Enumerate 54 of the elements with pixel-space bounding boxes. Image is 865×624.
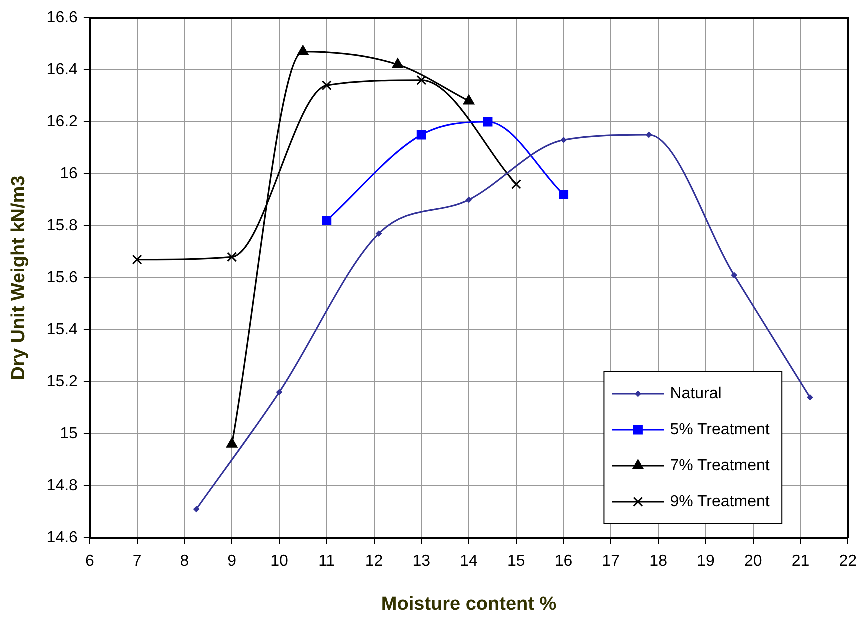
point — [132, 254, 142, 265]
y-tick-label: 14.8 — [46, 477, 78, 494]
point — [646, 132, 652, 138]
y-tick-label: 15.8 — [46, 217, 78, 234]
x-tick-label: 15 — [508, 553, 526, 570]
y-tick-label: 16.2 — [46, 113, 78, 130]
point — [560, 137, 567, 144]
point — [297, 45, 309, 56]
point — [511, 179, 522, 190]
legend-label: 9% Treatment — [670, 493, 770, 510]
y-tick-label: 15.4 — [46, 321, 78, 338]
point — [392, 58, 404, 68]
x-tick-label: 20 — [744, 553, 762, 570]
legend-label: 5% Treatment — [670, 421, 770, 438]
y-tick-label: 16.6 — [46, 9, 78, 26]
x-tick-label: 21 — [792, 553, 810, 570]
y-tick-label: 16 — [60, 165, 78, 182]
point — [416, 75, 427, 86]
point — [731, 272, 738, 278]
x-tick-label: 10 — [270, 553, 288, 570]
x-tick-label: 11 — [318, 553, 336, 570]
y-axis-title: Dry Unit Weight kN/m3 — [8, 176, 30, 380]
x-tick-label: 9 — [228, 553, 237, 570]
x-tick-label: 12 — [365, 553, 384, 570]
x-tick-label: 6 — [85, 553, 94, 570]
x-tick-label: 13 — [412, 553, 431, 570]
y-tick-label: 15.6 — [46, 269, 78, 286]
legend-label: Natural — [670, 385, 722, 402]
x-tick-label: 19 — [697, 553, 715, 570]
y-tick-label: 15 — [60, 425, 78, 442]
point — [483, 117, 493, 127]
x-tick-label: 8 — [180, 553, 190, 570]
y-tick-label: 14.6 — [46, 529, 78, 546]
point — [466, 197, 472, 203]
x-axis-title: Moisture content % — [381, 594, 557, 615]
x-tick-label: 16 — [554, 553, 573, 570]
x-tick-label: 7 — [132, 553, 142, 570]
point — [322, 80, 332, 91]
x-tick-label: 22 — [839, 553, 858, 570]
x-tick-label: 14 — [460, 553, 478, 570]
point — [463, 94, 475, 105]
x-tick-label: 17 — [602, 553, 620, 570]
point — [807, 394, 814, 401]
y-tick-label: 15.2 — [46, 373, 78, 390]
point — [194, 506, 200, 512]
point — [227, 252, 238, 262]
point — [322, 216, 332, 226]
x-tick-label: 18 — [650, 553, 668, 570]
y-tick-label: 16.4 — [46, 61, 78, 78]
point — [416, 130, 426, 140]
legend-label: 7% Treatment — [670, 457, 770, 474]
point — [376, 230, 382, 237]
point — [276, 389, 282, 396]
point — [559, 190, 569, 200]
